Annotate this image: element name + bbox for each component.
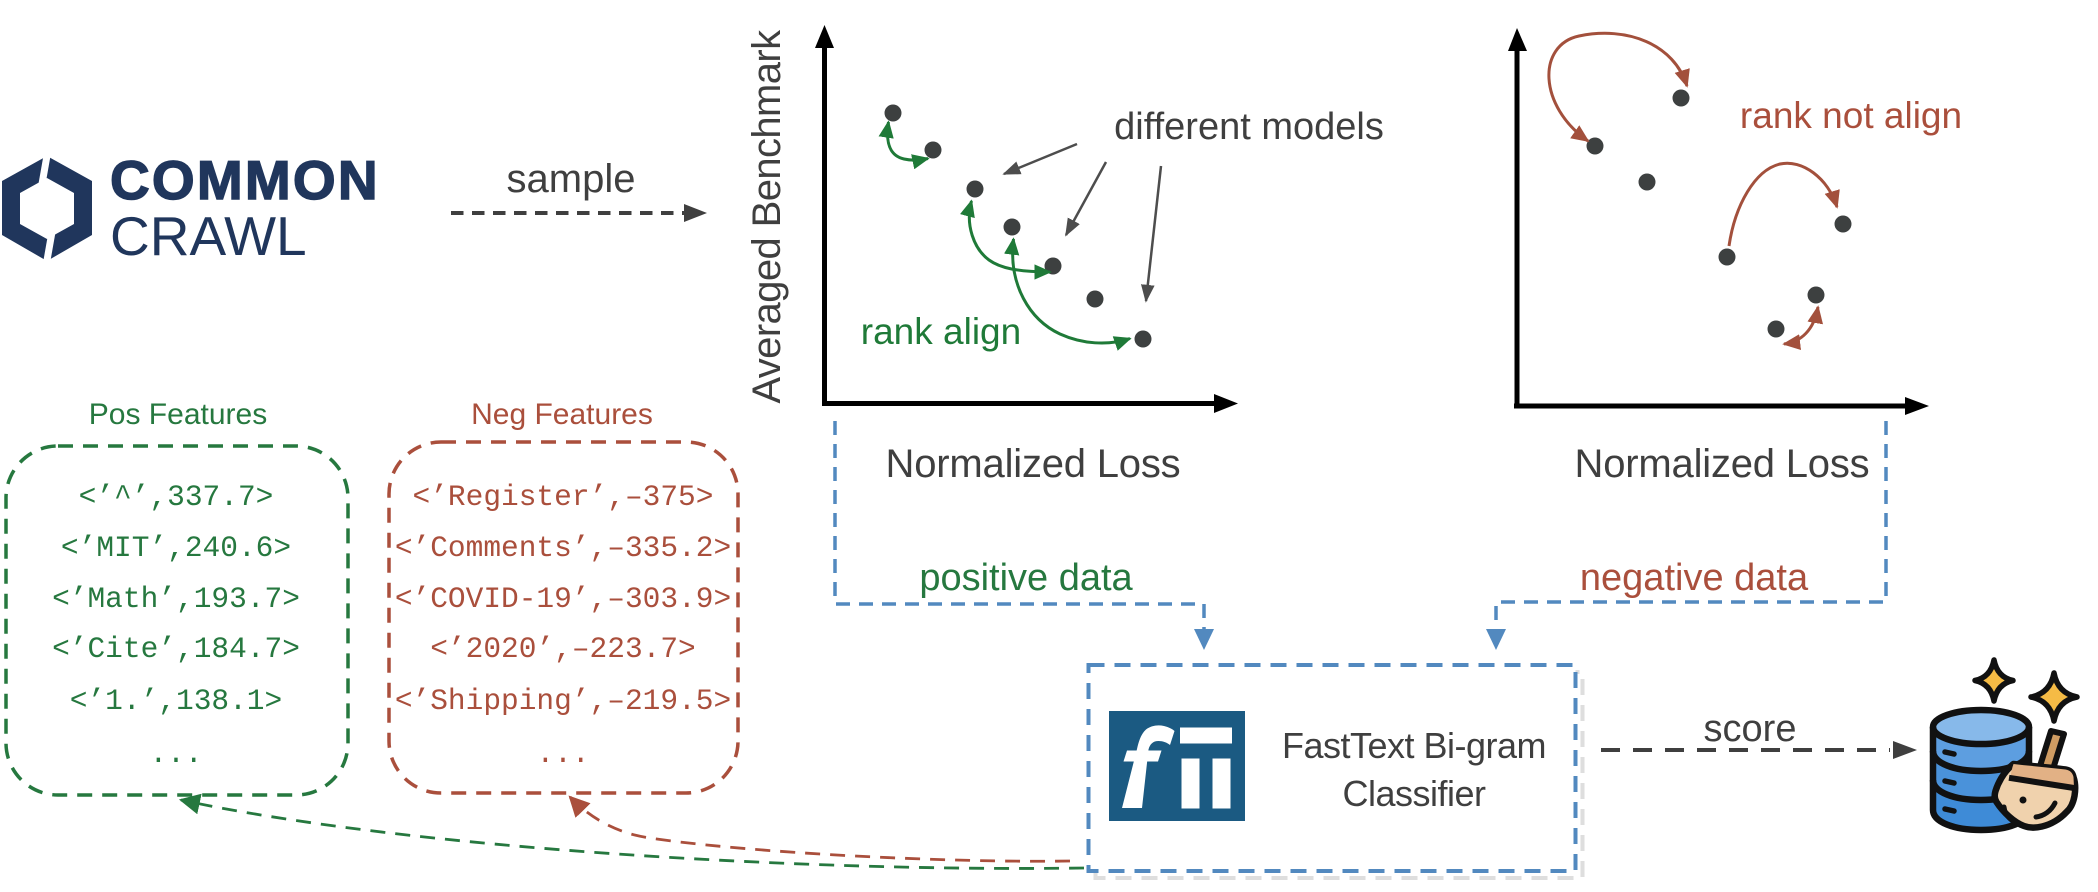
svg-text:COMMON: COMMON xyxy=(110,149,380,211)
svg-text:CRAWL: CRAWL xyxy=(110,205,307,267)
svg-text:Normalized Loss: Normalized Loss xyxy=(1575,442,1870,486)
svg-text:<’COVID-19’,–303.9>: <’COVID-19’,–303.9> xyxy=(395,582,731,616)
svg-text:Averaged Benchmark: Averaged Benchmark xyxy=(745,29,789,404)
svg-text:<’2020’,–223.7>: <’2020’,–223.7> xyxy=(430,632,696,666)
svg-text:different models: different models xyxy=(1114,106,1384,148)
svg-text:<’MIT’,240.6>: <’MIT’,240.6> xyxy=(61,531,291,565)
svg-text:rank align: rank align xyxy=(861,311,1021,352)
svg-text:<’Shipping’,–219.5>: <’Shipping’,–219.5> xyxy=(395,684,731,718)
svg-text:...: ... xyxy=(149,737,202,771)
svg-text:<’Register’,–375>: <’Register’,–375> xyxy=(413,480,714,514)
svg-text:Neg Features: Neg Features xyxy=(471,398,653,431)
svg-text:negative data: negative data xyxy=(1580,557,1809,599)
svg-text:score: score xyxy=(1704,708,1797,750)
svg-text:<’Comments’,–335.2>: <’Comments’,–335.2> xyxy=(395,531,731,565)
svg-text:<’Cite’,184.7>: <’Cite’,184.7> xyxy=(52,632,300,666)
svg-text:Classifier: Classifier xyxy=(1342,773,1486,814)
svg-text:sample: sample xyxy=(507,157,636,201)
svg-text:...: ... xyxy=(536,737,589,771)
svg-text:<’Math’,193.7>: <’Math’,193.7> xyxy=(52,582,300,616)
svg-text:<’^’,337.7>: <’^’,337.7> xyxy=(79,480,274,514)
svg-text:rank not align: rank not align xyxy=(1740,95,1962,136)
svg-text:Normalized Loss: Normalized Loss xyxy=(886,442,1181,486)
svg-text:FastText Bi-gram: FastText Bi-gram xyxy=(1282,725,1546,766)
svg-text:Pos Features: Pos Features xyxy=(89,398,267,431)
svg-text:<’1.’,138.1>: <’1.’,138.1> xyxy=(70,684,282,718)
svg-text:positive data: positive data xyxy=(919,557,1133,599)
